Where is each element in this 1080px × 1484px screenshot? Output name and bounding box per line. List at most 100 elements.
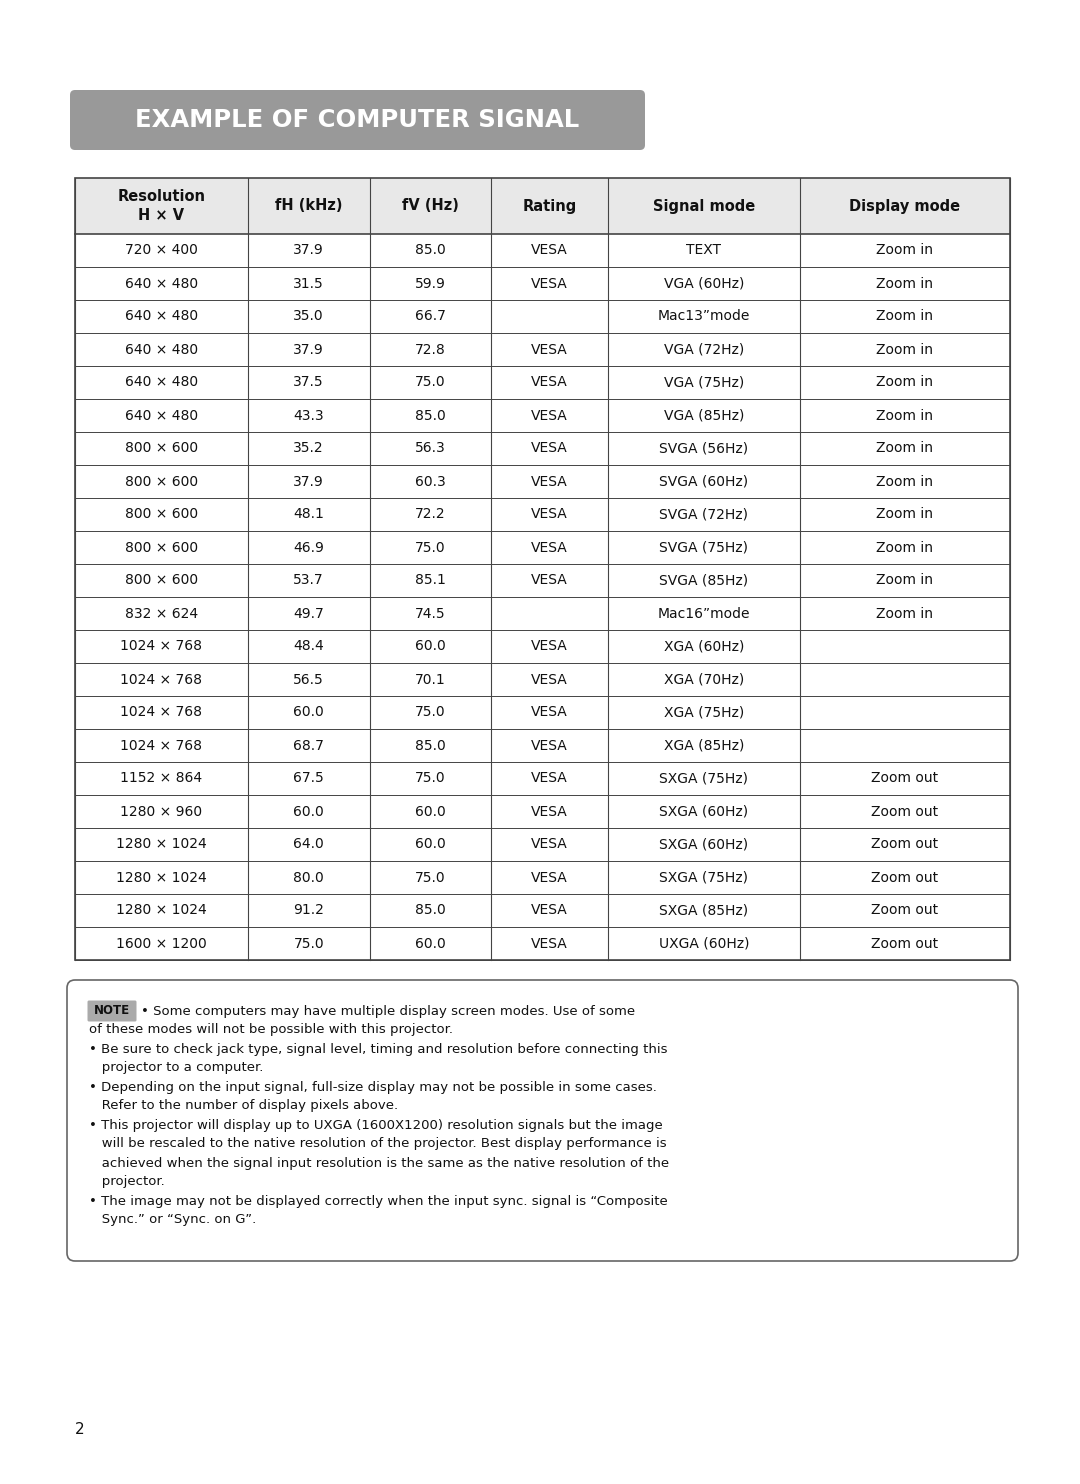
Text: VESA: VESA bbox=[531, 276, 568, 291]
Text: 1600 × 1200: 1600 × 1200 bbox=[117, 936, 207, 950]
Text: 1024 × 768: 1024 × 768 bbox=[121, 640, 202, 653]
Text: • The image may not be displayed correctly when the input sync. signal is “Compo: • The image may not be displayed correct… bbox=[89, 1195, 667, 1208]
Text: SVGA (85Hz): SVGA (85Hz) bbox=[659, 573, 748, 588]
Text: SVGA (72Hz): SVGA (72Hz) bbox=[659, 508, 748, 521]
Text: VESA: VESA bbox=[531, 540, 568, 555]
Text: 640 × 480: 640 × 480 bbox=[125, 310, 198, 324]
Text: 37.9: 37.9 bbox=[294, 475, 324, 488]
Text: 60.0: 60.0 bbox=[415, 804, 446, 819]
Text: 60.0: 60.0 bbox=[415, 837, 446, 852]
Text: Zoom in: Zoom in bbox=[876, 573, 933, 588]
Text: Zoom in: Zoom in bbox=[876, 243, 933, 258]
Text: • Depending on the input signal, full-size display may not be possible in some c: • Depending on the input signal, full-si… bbox=[89, 1080, 657, 1094]
Text: VESA: VESA bbox=[531, 871, 568, 884]
Text: 75.0: 75.0 bbox=[415, 375, 446, 389]
Text: Zoom out: Zoom out bbox=[872, 804, 939, 819]
Text: 85.1: 85.1 bbox=[415, 573, 446, 588]
Text: 31.5: 31.5 bbox=[294, 276, 324, 291]
Text: 1152 × 864: 1152 × 864 bbox=[121, 772, 203, 785]
Text: 37.5: 37.5 bbox=[294, 375, 324, 389]
Text: • Some computers may have multiple display screen modes. Use of some: • Some computers may have multiple displ… bbox=[141, 1005, 635, 1018]
Text: 60.3: 60.3 bbox=[415, 475, 446, 488]
Text: SVGA (56Hz): SVGA (56Hz) bbox=[659, 442, 748, 456]
Text: 1024 × 768: 1024 × 768 bbox=[121, 739, 202, 752]
Text: 46.9: 46.9 bbox=[294, 540, 324, 555]
Text: 49.7: 49.7 bbox=[294, 607, 324, 620]
Text: • This projector will display up to UXGA (1600X1200) resolution signals but the : • This projector will display up to UXGA… bbox=[89, 1119, 663, 1131]
Text: Zoom in: Zoom in bbox=[876, 375, 933, 389]
Text: 64.0: 64.0 bbox=[294, 837, 324, 852]
Text: XGA (85Hz): XGA (85Hz) bbox=[663, 739, 744, 752]
Text: SXGA (75Hz): SXGA (75Hz) bbox=[659, 772, 748, 785]
Text: Zoom out: Zoom out bbox=[872, 871, 939, 884]
Text: 60.0: 60.0 bbox=[415, 640, 446, 653]
Text: 85.0: 85.0 bbox=[415, 739, 446, 752]
Text: SVGA (75Hz): SVGA (75Hz) bbox=[659, 540, 748, 555]
Text: Rating: Rating bbox=[523, 199, 577, 214]
Text: 56.3: 56.3 bbox=[415, 442, 446, 456]
Text: SXGA (60Hz): SXGA (60Hz) bbox=[659, 837, 748, 852]
Text: VESA: VESA bbox=[531, 705, 568, 720]
Text: VESA: VESA bbox=[531, 375, 568, 389]
Text: Zoom out: Zoom out bbox=[872, 936, 939, 950]
Text: Zoom out: Zoom out bbox=[872, 772, 939, 785]
FancyBboxPatch shape bbox=[67, 979, 1018, 1261]
Text: Zoom in: Zoom in bbox=[876, 540, 933, 555]
Text: VESA: VESA bbox=[531, 640, 568, 653]
Text: 640 × 480: 640 × 480 bbox=[125, 408, 198, 423]
Text: 800 × 600: 800 × 600 bbox=[125, 540, 198, 555]
Text: 640 × 480: 640 × 480 bbox=[125, 375, 198, 389]
Text: 1280 × 1024: 1280 × 1024 bbox=[117, 871, 207, 884]
Text: 60.0: 60.0 bbox=[294, 705, 324, 720]
Text: VGA (72Hz): VGA (72Hz) bbox=[664, 343, 744, 356]
Text: EXAMPLE OF COMPUTER SIGNAL: EXAMPLE OF COMPUTER SIGNAL bbox=[135, 108, 580, 132]
Text: VESA: VESA bbox=[531, 573, 568, 588]
Text: 66.7: 66.7 bbox=[415, 310, 446, 324]
Text: 74.5: 74.5 bbox=[415, 607, 446, 620]
Text: SXGA (60Hz): SXGA (60Hz) bbox=[659, 804, 748, 819]
Text: 640 × 480: 640 × 480 bbox=[125, 343, 198, 356]
Text: fV (Hz): fV (Hz) bbox=[402, 199, 459, 214]
Text: 832 × 624: 832 × 624 bbox=[125, 607, 198, 620]
Text: 72.8: 72.8 bbox=[415, 343, 446, 356]
Text: Zoom in: Zoom in bbox=[876, 442, 933, 456]
Text: 35.0: 35.0 bbox=[294, 310, 324, 324]
Text: 85.0: 85.0 bbox=[415, 904, 446, 917]
Text: Sync.” or “Sync. on G”.: Sync.” or “Sync. on G”. bbox=[89, 1214, 256, 1226]
Text: 800 × 600: 800 × 600 bbox=[125, 573, 198, 588]
Text: 2: 2 bbox=[75, 1423, 84, 1438]
Text: Mac16”mode: Mac16”mode bbox=[658, 607, 750, 620]
Text: 60.0: 60.0 bbox=[294, 804, 324, 819]
Text: Mac13”mode: Mac13”mode bbox=[658, 310, 750, 324]
Text: 75.0: 75.0 bbox=[415, 705, 446, 720]
Text: 35.2: 35.2 bbox=[294, 442, 324, 456]
Text: 85.0: 85.0 bbox=[415, 408, 446, 423]
Text: Zoom in: Zoom in bbox=[876, 607, 933, 620]
Text: Zoom in: Zoom in bbox=[876, 408, 933, 423]
Text: 43.3: 43.3 bbox=[294, 408, 324, 423]
Text: 59.9: 59.9 bbox=[415, 276, 446, 291]
Text: 53.7: 53.7 bbox=[294, 573, 324, 588]
Text: 80.0: 80.0 bbox=[294, 871, 324, 884]
Text: VESA: VESA bbox=[531, 243, 568, 258]
Text: UXGA (60Hz): UXGA (60Hz) bbox=[659, 936, 750, 950]
Text: will be rescaled to the native resolution of the projector. Best display perform: will be rescaled to the native resolutio… bbox=[89, 1138, 666, 1150]
Text: Display mode: Display mode bbox=[849, 199, 960, 214]
Text: 75.0: 75.0 bbox=[294, 936, 324, 950]
Text: Resolution
H × V: Resolution H × V bbox=[118, 188, 205, 223]
Text: VESA: VESA bbox=[531, 442, 568, 456]
Text: projector.: projector. bbox=[89, 1175, 165, 1189]
Text: 67.5: 67.5 bbox=[294, 772, 324, 785]
Text: 60.0: 60.0 bbox=[415, 936, 446, 950]
Text: Zoom in: Zoom in bbox=[876, 310, 933, 324]
Text: VESA: VESA bbox=[531, 739, 568, 752]
Text: of these modes will not be possible with this projector.: of these modes will not be possible with… bbox=[89, 1024, 453, 1036]
Text: 800 × 600: 800 × 600 bbox=[125, 475, 198, 488]
Text: Zoom out: Zoom out bbox=[872, 837, 939, 852]
Text: Zoom in: Zoom in bbox=[876, 508, 933, 521]
Text: Zoom in: Zoom in bbox=[876, 475, 933, 488]
Text: Refer to the number of display pixels above.: Refer to the number of display pixels ab… bbox=[89, 1100, 399, 1113]
Text: 48.4: 48.4 bbox=[294, 640, 324, 653]
Text: XGA (70Hz): XGA (70Hz) bbox=[664, 672, 744, 687]
Text: VESA: VESA bbox=[531, 408, 568, 423]
